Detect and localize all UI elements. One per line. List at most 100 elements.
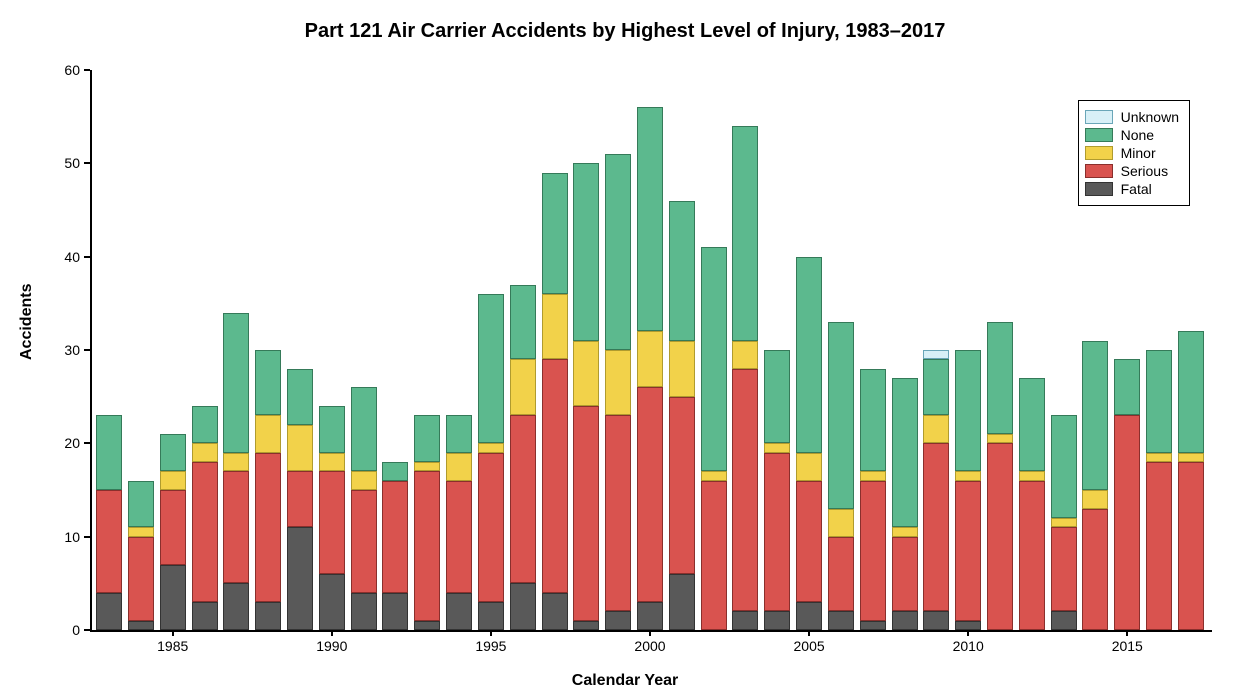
bar-segment-minor: [255, 415, 281, 452]
bar-segment-minor: [510, 359, 536, 415]
bar-segment-minor: [860, 471, 886, 480]
bar-segment-serious: [796, 481, 822, 602]
bar-segment-fatal: [1051, 611, 1077, 630]
bar-segment-none: [987, 322, 1013, 434]
bar-segment-serious: [860, 481, 886, 621]
x-tick-label: 2000: [620, 638, 680, 654]
y-tick-mark: [84, 442, 90, 444]
bar-segment-minor: [351, 471, 377, 490]
bar-segment-minor: [414, 462, 440, 471]
bar-segment-minor: [319, 453, 345, 472]
bar-segment-none: [510, 285, 536, 360]
bar-segment-none: [446, 415, 472, 452]
bar-segment-none: [1114, 359, 1140, 415]
bar-segment-serious: [319, 471, 345, 574]
y-tick-label: 30: [40, 342, 80, 358]
bar-segment-serious: [478, 453, 504, 602]
bar-segment-none: [796, 257, 822, 453]
bar-segment-none: [637, 107, 663, 331]
bar-segment-serious: [414, 471, 440, 620]
bar-segment-serious: [287, 471, 313, 527]
bar-segment-unknown: [923, 350, 949, 359]
bar-segment-fatal: [892, 611, 918, 630]
bar-segment-fatal: [923, 611, 949, 630]
y-tick-label: 20: [40, 435, 80, 451]
legend-swatch-minor: [1085, 146, 1113, 160]
bar-segment-fatal: [955, 621, 981, 630]
bar-segment-serious: [573, 406, 599, 621]
bar-segment-none: [192, 406, 218, 443]
bar-segment-serious: [955, 481, 981, 621]
bar-segment-fatal: [542, 593, 568, 630]
x-tick-label: 2015: [1097, 638, 1157, 654]
bar-segment-none: [1019, 378, 1045, 471]
bar-segment-serious: [1114, 415, 1140, 630]
bar-segment-none: [351, 387, 377, 471]
bar-segment-serious: [542, 359, 568, 592]
bar-segment-minor: [987, 434, 1013, 443]
y-axis-label: Accidents: [18, 284, 36, 360]
y-tick-mark: [84, 629, 90, 631]
bar-segment-minor: [701, 471, 727, 480]
bar-segment-fatal: [637, 602, 663, 630]
x-tick-label: 2010: [938, 638, 998, 654]
bar-segment-none: [542, 173, 568, 294]
bar-segment-minor: [573, 341, 599, 406]
legend-swatch-none: [1085, 128, 1113, 142]
bar-segment-minor: [892, 527, 918, 536]
bar-segment-none: [732, 126, 758, 341]
y-tick-mark: [84, 349, 90, 351]
bar-segment-serious: [192, 462, 218, 602]
bar-segment-none: [669, 201, 695, 341]
bar-segment-serious: [1051, 527, 1077, 611]
bar-segment-fatal: [796, 602, 822, 630]
bar-segment-fatal: [351, 593, 377, 630]
bar-segment-serious: [701, 481, 727, 630]
bar-segment-none: [860, 369, 886, 472]
legend-label-unknown: Unknown: [1121, 109, 1179, 125]
bar-segment-minor: [605, 350, 631, 415]
bar-segment-none: [319, 406, 345, 453]
bar-segment-fatal: [160, 565, 186, 630]
x-tick-mark: [808, 630, 810, 636]
bar-segment-serious: [987, 443, 1013, 630]
bar-segment-serious: [351, 490, 377, 593]
bar-segment-serious: [255, 453, 281, 602]
bar-segment-none: [605, 154, 631, 350]
bar-segment-none: [414, 415, 440, 462]
bar-segment-fatal: [478, 602, 504, 630]
x-tick-label: 1990: [302, 638, 362, 654]
bar-segment-none: [764, 350, 790, 443]
bar-segment-minor: [1178, 453, 1204, 462]
bar-segment-fatal: [192, 602, 218, 630]
x-tick-mark: [172, 630, 174, 636]
bar-segment-minor: [223, 453, 249, 472]
bar-segment-none: [955, 350, 981, 471]
x-tick-label: 2005: [779, 638, 839, 654]
legend-item-unknown: Unknown: [1085, 109, 1179, 125]
x-axis-label: Calendar Year: [0, 672, 1250, 690]
y-tick-mark: [84, 536, 90, 538]
x-tick-label: 1985: [143, 638, 203, 654]
bar-segment-none: [160, 434, 186, 471]
bar-segment-serious: [605, 415, 631, 611]
bar-segment-none: [1178, 331, 1204, 452]
bar-segment-serious: [96, 490, 122, 593]
bar-segment-fatal: [223, 583, 249, 630]
chart-container: Part 121 Air Carrier Accidents by Highes…: [0, 0, 1250, 700]
bar-segment-minor: [1051, 518, 1077, 527]
bar-segment-minor: [1146, 453, 1172, 462]
bar-segment-minor: [796, 453, 822, 481]
bar-segment-none: [382, 462, 408, 481]
bar-segment-none: [573, 163, 599, 340]
x-tick-mark: [967, 630, 969, 636]
legend-swatch-unknown: [1085, 110, 1113, 124]
bar-segment-fatal: [828, 611, 854, 630]
x-tick-mark: [1126, 630, 1128, 636]
bar-segment-fatal: [669, 574, 695, 630]
bar-segment-serious: [223, 471, 249, 583]
bar-segment-none: [255, 350, 281, 415]
bar-segment-serious: [732, 369, 758, 612]
bar-segment-minor: [446, 453, 472, 481]
y-tick-mark: [84, 162, 90, 164]
